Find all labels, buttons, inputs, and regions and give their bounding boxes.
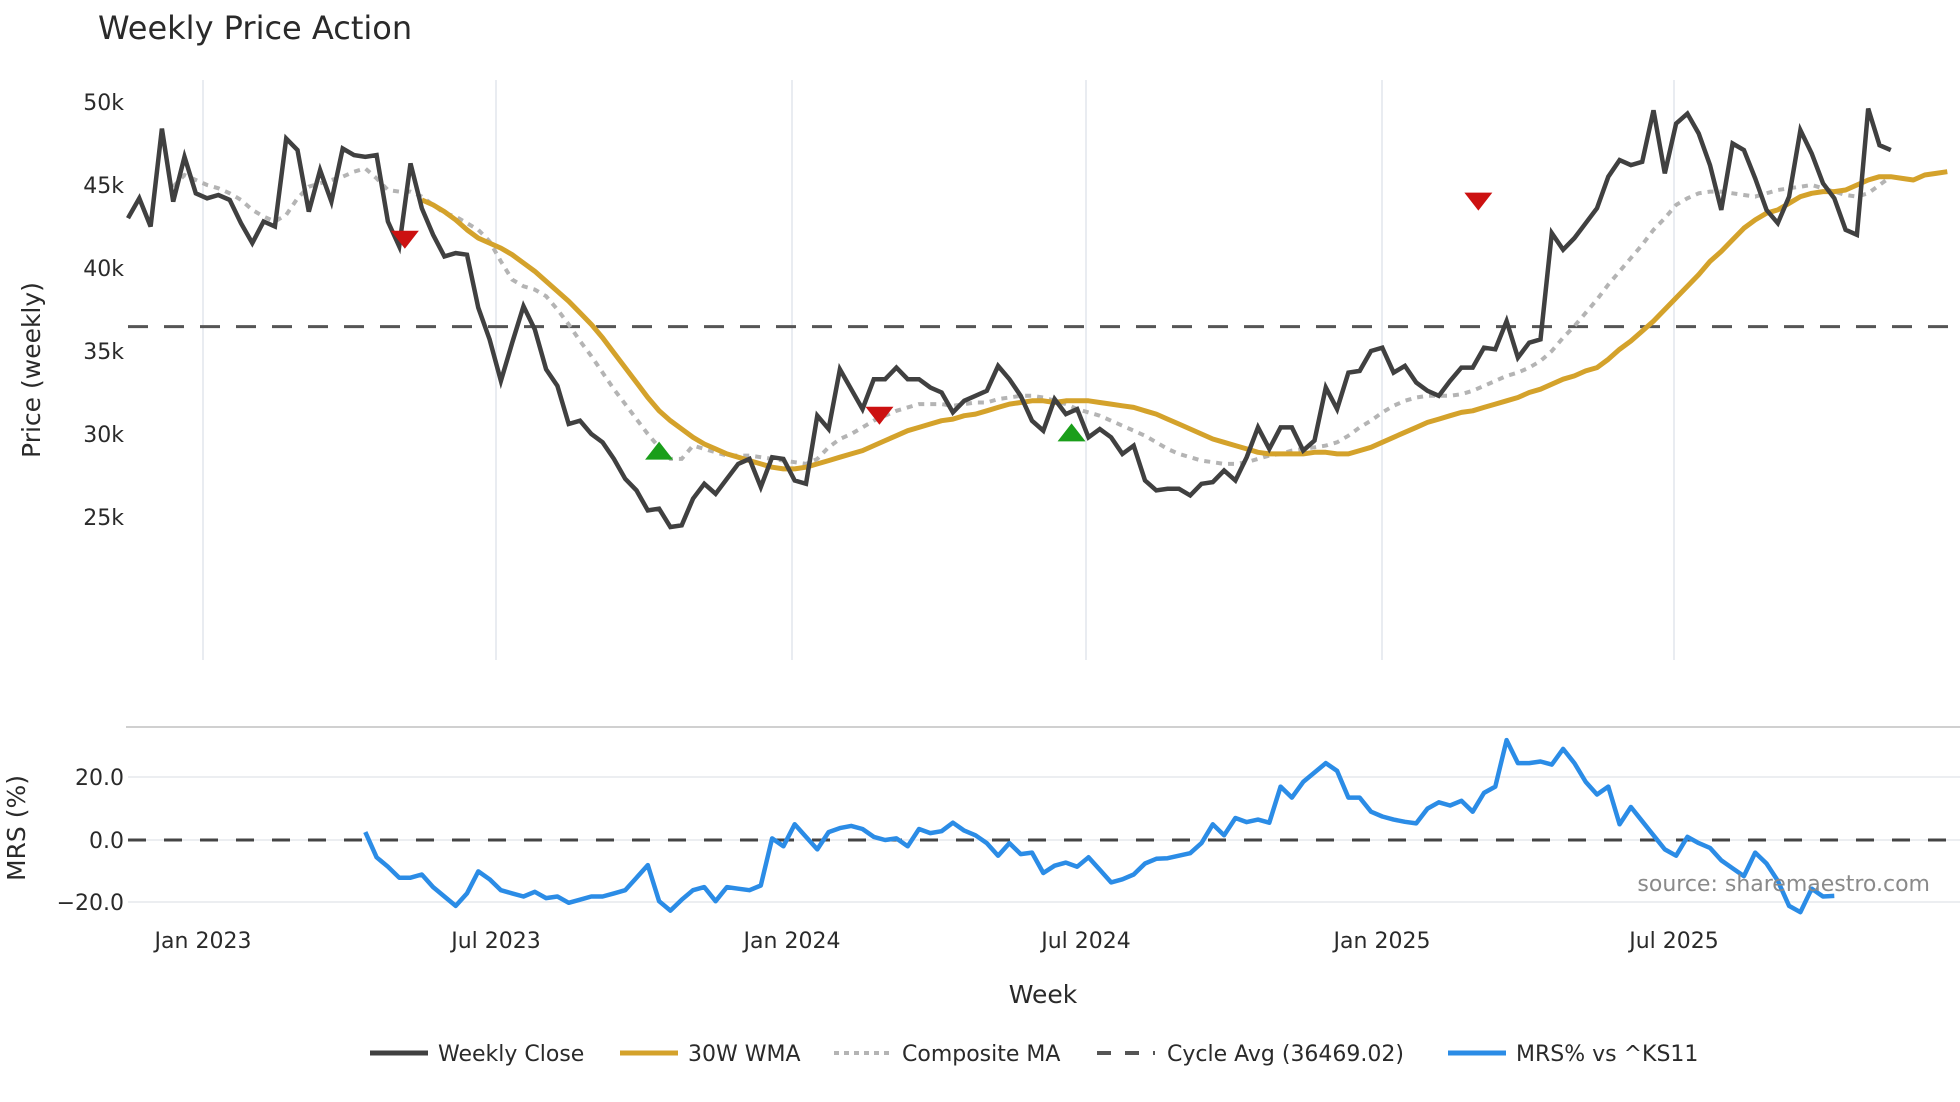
x-tick-jul-2023: Jul 2023 [449,929,541,954]
legend-label-cycle-avg: Cycle Avg (36469.02) [1167,1042,1404,1067]
y-tick-30k: 30k [83,423,124,448]
x-axis: Jan 2023 Jul 2023 Jan 2024 Jul 2024 Jan … [153,929,1719,1009]
composite-ma-line [171,166,1892,466]
price-panel: Price (weekly) 50k 45k 40k 35k 30k 25k [17,80,1948,660]
x-tick-jul-2025: Jul 2025 [1627,929,1719,954]
legend-label-mrs: MRS% vs ^KS11 [1516,1042,1698,1067]
price-y-axis-label: Price (weekly) [17,282,46,458]
mrs-line [363,737,1835,915]
legend-label-composite-ma: Composite MA [902,1042,1060,1067]
buy-signal-marker [645,441,674,460]
mrs-panel: MRS (%) 20.0 0.0 −20.0 source: sharemaes… [2,737,1960,916]
y-tick-25k: 25k [83,506,124,531]
mrs-y-axis-label: MRS (%) [2,775,31,881]
legend-item-mrs[interactable]: MRS% vs ^KS11 [1448,1042,1698,1067]
y-tick-45k: 45k [83,174,124,199]
y-tick-50k: 50k [83,91,124,116]
legend-item-weekly-close[interactable]: Weekly Close [370,1042,584,1067]
buy-signal-marker [1057,423,1086,442]
legend-label-weekly-close: Weekly Close [438,1042,584,1067]
source-annotation: source: sharemaestro.com [1637,872,1930,897]
weekly-close-line [126,107,1892,530]
y-tick-40k: 40k [83,257,124,282]
mrs-tick-0: 0.0 [89,829,124,854]
legend-item-cycle-avg[interactable]: Cycle Avg (36469.02) [1097,1042,1404,1067]
chart-title: Weekly Price Action [98,9,412,47]
signal-markers [390,192,1493,460]
price-y-ticks: 50k 45k 40k 35k 30k 25k [83,91,124,531]
price-gridlines [202,80,1675,660]
x-axis-label: Week [1009,980,1078,1009]
legend-item-30w-wma[interactable]: 30W WMA [620,1042,801,1067]
sell-signal-marker [1464,192,1493,211]
sell-signal-marker [865,406,894,425]
x-tick-jan-2023: Jan 2023 [153,929,252,954]
x-tick-jan-2025: Jan 2025 [1332,929,1431,954]
x-tick-jul-2024: Jul 2024 [1039,929,1131,954]
legend: Weekly Close 30W WMA Composite MA Cycle … [370,1042,1698,1067]
legend-label-30w-wma: 30W WMA [688,1042,801,1067]
legend-item-composite-ma[interactable]: Composite MA [834,1042,1060,1067]
mrs-tick-neg20: −20.0 [57,891,124,916]
mrs-tick-20: 20.0 [75,766,124,791]
y-tick-35k: 35k [83,340,124,365]
x-tick-jan-2024: Jan 2024 [742,929,841,954]
wma-30w-line [420,169,1948,472]
sell-signal-marker [390,230,419,249]
